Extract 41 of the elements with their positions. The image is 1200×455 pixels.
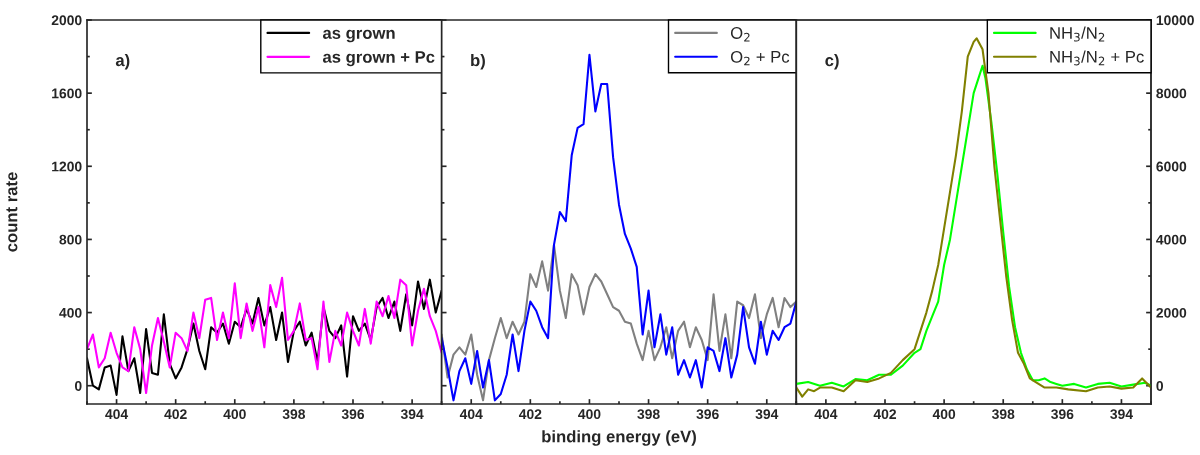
- x-tick-label: 404: [105, 409, 129, 420]
- x-tick-label: 402: [518, 409, 542, 420]
- x-tick-label: 398: [991, 409, 1015, 420]
- x-tick-label: 398: [637, 409, 660, 420]
- legend-label: O$_{2}$ + Pc: [730, 50, 790, 66]
- x-tick-label: 394: [400, 409, 424, 420]
- x-tick-label: 396: [341, 409, 365, 420]
- x-tick-label: 402: [164, 409, 187, 420]
- legend-label: as grown: [322, 29, 395, 43]
- x-tick-label: 402: [873, 409, 897, 420]
- annotation: c): [825, 54, 839, 70]
- legend-label: NH$_{3}$/N$_{2}$ + Pc: [1050, 50, 1144, 66]
- y-tick-label: 1600: [52, 88, 82, 99]
- y-axis-title: count rate: [6, 172, 18, 252]
- x-tick-label: 400: [223, 409, 246, 420]
- x-tick-label: 396: [696, 409, 719, 420]
- x-tick-label: 398: [282, 409, 306, 420]
- x-tick-label: 394: [1110, 409, 1133, 420]
- annotation: a): [115, 54, 130, 70]
- y2-tick-label: 6000: [1156, 161, 1187, 172]
- annotation: b): [471, 54, 485, 70]
- x-tick-label: 400: [578, 409, 601, 420]
- y-tick-label: 800: [59, 234, 82, 245]
- y2-tick-label: 0: [1156, 381, 1164, 391]
- y-tick-label: 2000: [51, 15, 82, 26]
- y-tick-label: 1200: [52, 161, 82, 172]
- y2-tick-label: 2000: [1156, 307, 1187, 318]
- x-tick-label: 404: [459, 409, 483, 420]
- x-tick-label: 404: [814, 409, 838, 420]
- y-tick-label: 0: [74, 381, 82, 391]
- legend-label: as grown + Pc: [322, 51, 435, 67]
- x-tick-label: 400: [932, 409, 956, 420]
- x-tick-label: 396: [1051, 409, 1074, 420]
- x-tick-label: 394: [755, 409, 779, 420]
- x-axis-title: binding energy (eV): [542, 430, 696, 446]
- legend-label: NH$_{3}$/N$_{2}$: [1050, 26, 1105, 42]
- y2-tick-label: 10000: [1156, 15, 1194, 26]
- y2-tick-label: 4000: [1156, 234, 1187, 245]
- y-tick-label: 400: [59, 307, 82, 318]
- legend-label: O$_{2}$: [730, 27, 750, 42]
- y2-tick-label: 8000: [1156, 88, 1187, 99]
